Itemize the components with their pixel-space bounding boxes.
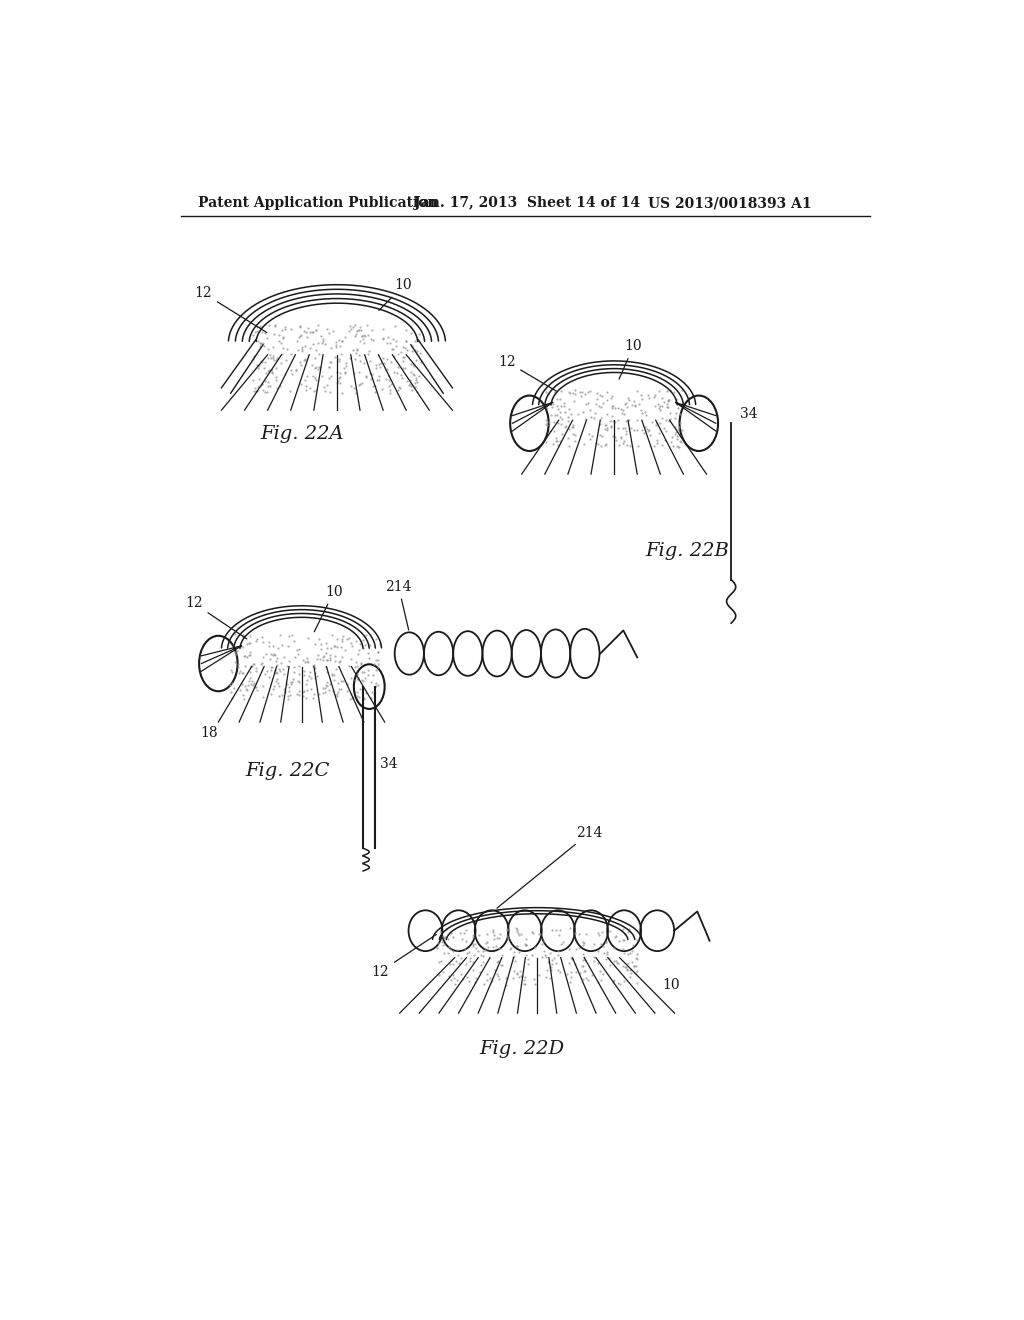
Text: Fig. 22A: Fig. 22A [260,425,344,444]
Text: Fig. 22D: Fig. 22D [479,1040,564,1057]
Text: 10: 10 [379,279,413,310]
Text: Fig. 22C: Fig. 22C [246,763,330,780]
Text: 10: 10 [314,585,343,632]
Text: 214: 214 [497,826,603,908]
Text: 12: 12 [195,286,267,333]
Text: 18: 18 [200,726,217,739]
Text: 12: 12 [185,597,247,639]
Text: 34: 34 [739,407,758,421]
Text: Fig. 22B: Fig. 22B [645,543,729,560]
Text: US 2013/0018393 A1: US 2013/0018393 A1 [648,197,812,210]
Text: 12: 12 [498,355,556,391]
Text: 214: 214 [385,579,412,630]
Text: 10: 10 [620,339,642,379]
Text: 34: 34 [380,756,397,771]
Text: 10: 10 [662,978,680,991]
Text: Jan. 17, 2013  Sheet 14 of 14: Jan. 17, 2013 Sheet 14 of 14 [414,197,640,210]
Text: Patent Application Publication: Patent Application Publication [199,197,438,210]
Text: 12: 12 [372,935,436,978]
